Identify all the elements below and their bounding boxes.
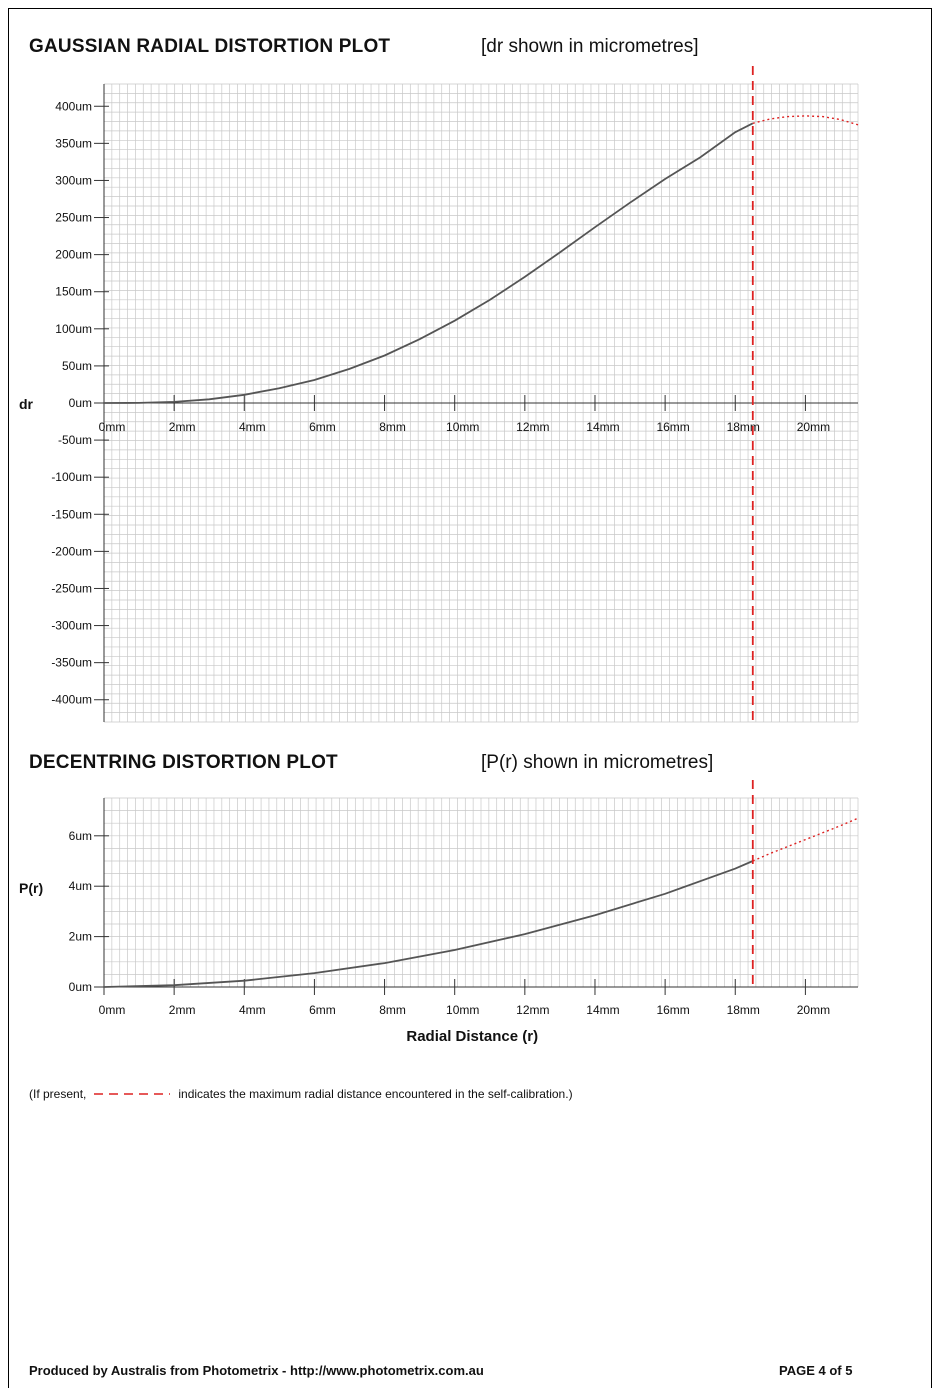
x-tick-label: 12mm [516, 420, 549, 434]
chart-subtitle-radial: [dr shown in micrometres] [481, 36, 699, 57]
distortion-curve [103, 122, 754, 404]
extrapolated-curve [752, 817, 859, 862]
y-tick-label: 0um [69, 396, 92, 410]
chart-title-radial: GAUSSIAN RADIAL DISTORTION PLOT [29, 36, 391, 57]
y-tick-label: -200um [51, 544, 92, 558]
x-tick-label: 4mm [239, 420, 266, 434]
x-tick-label: 16mm [656, 1003, 689, 1017]
x-tick-label: 18mm [727, 1003, 760, 1017]
x-axis-label: Radial Distance (r) [406, 1028, 538, 1045]
y-tick-label: -300um [51, 619, 92, 633]
x-tick-label: 10mm [446, 420, 479, 434]
decentring-distortion-chart: 6um 4um 2um 0um 0mm 2mm 4mm 6mm 8mm 10mm 12mm 14mm 1… [19, 780, 859, 1045]
x-tick-label: 18mm [727, 420, 760, 434]
footer-page-number: PAGE 4 of 5 [779, 1363, 853, 1378]
x-tick-label: 6mm [309, 1003, 336, 1017]
y-tick-label: 200um [55, 248, 92, 262]
x-tick-label: 0mm [99, 1003, 126, 1017]
legend-note-prefix: (If present, [29, 1087, 87, 1101]
y-tick-label: 0um [69, 980, 92, 994]
x-tick-label: 6mm [309, 420, 336, 434]
y-tick-label: -150um [51, 507, 92, 521]
y-tick-label: 150um [55, 285, 92, 299]
y-tick-label: -400um [51, 693, 92, 707]
y-tick-label: 6um [69, 829, 92, 843]
chart-subtitle-decentring: [P(r) shown in micrometres] [481, 752, 714, 773]
y-tick-label: 350um [55, 136, 92, 150]
x-tick-label: 20mm [797, 420, 830, 434]
x-tick-label: 0mm [99, 420, 126, 434]
x-tick-label: 16mm [656, 420, 689, 434]
y-tick-label: 100um [55, 322, 92, 336]
x-tick-label: 14mm [586, 1003, 619, 1017]
legend-note-suffix: indicates the maximum radial distance en… [178, 1087, 573, 1101]
x-tick-label: 12mm [516, 1003, 549, 1017]
x-tick-label: 2mm [169, 420, 196, 434]
radial-distortion-chart: 400um 350um 300um 250um 200um 150um 100um 50um 0… [19, 66, 859, 723]
chart-title-decentring: DECENTRING DISTORTION PLOT [29, 752, 338, 773]
y-tick-label: -250um [51, 581, 92, 595]
y-tick-label: 400um [55, 99, 92, 113]
x-tick-label: 2mm [169, 1003, 196, 1017]
y-tick-label: 50um [62, 359, 92, 373]
red-dashed-line-icon [94, 1093, 171, 1095]
y-tick-label: -50um [58, 433, 92, 447]
x-tick-label: 4mm [239, 1003, 266, 1017]
y-tick-label: -100um [51, 470, 92, 484]
x-tick-label: 14mm [586, 420, 619, 434]
y-tick-label: 250um [55, 211, 92, 225]
y-tick-label: 300um [55, 173, 92, 187]
y-tick-label: 4um [69, 879, 92, 893]
y-tick-label: -350um [51, 656, 92, 670]
y-tick-label: 2um [69, 930, 92, 944]
page-frame [8, 8, 932, 1388]
x-tick-label: 8mm [379, 420, 406, 434]
y-axis-label: P(r) [19, 880, 43, 896]
distortion-curve [103, 860, 754, 988]
legend-note: (If present, indicates the maximum radia… [29, 1087, 573, 1101]
x-tick-label: 8mm [379, 1003, 406, 1017]
footer-credit: Produced by Australis from Photometrix -… [29, 1363, 484, 1378]
y-axis-label: dr [19, 396, 34, 412]
x-tick-label: 10mm [446, 1003, 479, 1017]
x-tick-label: 20mm [797, 1003, 830, 1017]
